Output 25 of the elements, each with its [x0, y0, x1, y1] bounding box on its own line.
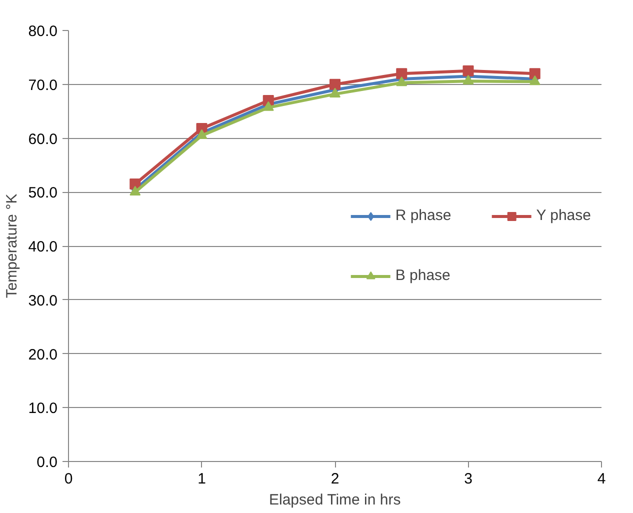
point	[330, 88, 340, 98]
legend-label: R phase	[395, 207, 452, 224]
point	[396, 76, 408, 86]
point	[330, 78, 340, 90]
y-tick-label: 60.0	[28, 130, 58, 148]
y-tick-label: 10.0	[28, 400, 58, 418]
y-tick-label: 70.0	[28, 76, 58, 94]
x-tick-label: 0	[64, 470, 73, 488]
y-tick-label: 50.0	[28, 184, 58, 202]
point	[529, 68, 540, 80]
x-tick-label: 4	[597, 470, 606, 488]
x-tick-label: 1	[198, 470, 206, 488]
legend-label: Y phase	[536, 207, 591, 224]
y-tick-label: 20.0	[28, 346, 58, 364]
x-axis-title: Elapsed Time in hrs	[269, 492, 401, 508]
legend-label: B phase	[395, 267, 450, 284]
point	[396, 68, 408, 80]
x-tick-label: 2	[330, 470, 340, 488]
y-tick-label: 30.0	[28, 292, 58, 310]
y-tick-label: 40.0	[28, 238, 58, 256]
point	[262, 101, 274, 111]
x-tick-label: 3	[464, 470, 472, 488]
y-tick-label: 80.0	[28, 23, 58, 40]
y-tick-label: 0.0	[36, 454, 58, 471]
y-axis-title: Temperature °K	[3, 194, 20, 298]
